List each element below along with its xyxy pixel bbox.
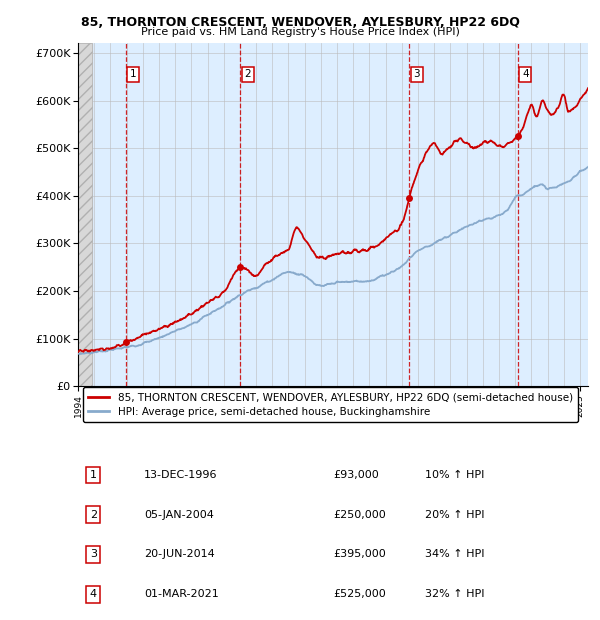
Legend: 85, THORNTON CRESCENT, WENDOVER, AYLESBURY, HP22 6DQ (semi-detached house), HPI:: 85, THORNTON CRESCENT, WENDOVER, AYLESBU… [83,387,578,422]
Text: 3: 3 [90,549,97,559]
Text: 01-MAR-2021: 01-MAR-2021 [145,590,219,600]
Text: 4: 4 [522,69,529,79]
Text: 3: 3 [413,69,420,79]
Text: £525,000: £525,000 [333,590,386,600]
Text: 4: 4 [90,590,97,600]
Text: £93,000: £93,000 [333,470,379,480]
Text: 20% ↑ HPI: 20% ↑ HPI [425,510,484,520]
Text: 1: 1 [130,69,137,79]
Text: 34% ↑ HPI: 34% ↑ HPI [425,549,484,559]
Text: 13-DEC-1996: 13-DEC-1996 [145,470,218,480]
Text: £250,000: £250,000 [333,510,386,520]
Text: 10% ↑ HPI: 10% ↑ HPI [425,470,484,480]
Text: 05-JAN-2004: 05-JAN-2004 [145,510,214,520]
Bar [78,43,92,386]
Text: 2: 2 [244,69,251,79]
Text: 2: 2 [90,510,97,520]
Text: £395,000: £395,000 [333,549,386,559]
Text: Price paid vs. HM Land Registry's House Price Index (HPI): Price paid vs. HM Land Registry's House … [140,27,460,37]
Text: 85, THORNTON CRESCENT, WENDOVER, AYLESBURY, HP22 6DQ: 85, THORNTON CRESCENT, WENDOVER, AYLESBU… [80,16,520,29]
Text: 20-JUN-2014: 20-JUN-2014 [145,549,215,559]
Text: 1: 1 [90,470,97,480]
Text: 32% ↑ HPI: 32% ↑ HPI [425,590,484,600]
Bar [78,43,92,386]
